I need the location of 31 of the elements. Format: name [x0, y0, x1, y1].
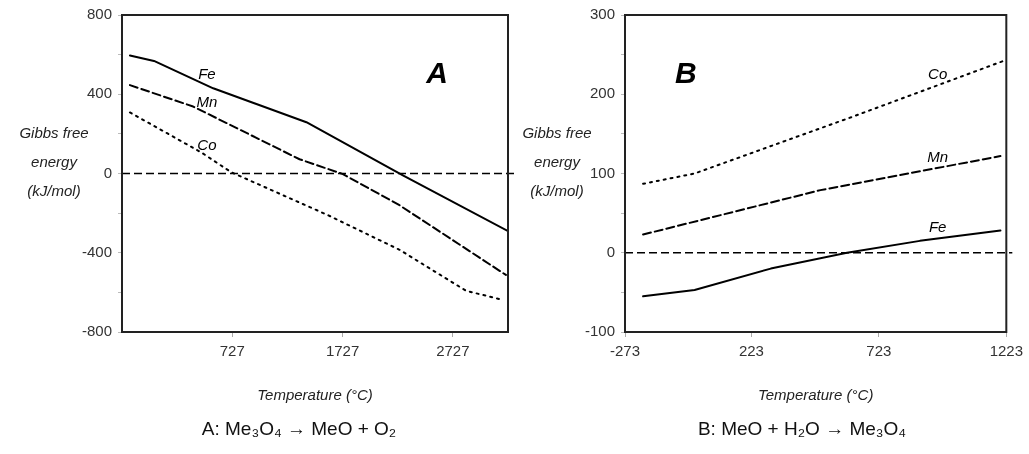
x-tick-label: -273	[609, 342, 641, 360]
x-tick-label: 2727	[436, 342, 470, 360]
text: A: Me₃O₄ → MeO + O₂	[200, 418, 398, 440]
y-tick-label: -800	[81, 322, 112, 340]
annotation: A	[425, 56, 448, 90]
series-label: Mn	[196, 93, 218, 111]
series-label: Fe	[198, 65, 216, 83]
y-tick-label: 200	[589, 84, 615, 102]
y-tick-label: 100	[589, 163, 615, 181]
y-tick-label: 800	[86, 5, 112, 23]
y-axis-title: Gibbs free energy (kJ/mol)	[522, 124, 592, 199]
series-label: Fe	[928, 218, 947, 236]
x-tick-label: 1223	[989, 342, 1023, 360]
y-tick-label: 0	[103, 163, 112, 181]
series-label: Mn	[927, 147, 949, 165]
y-tick-label: -100	[584, 322, 615, 340]
series-label: Co	[197, 135, 217, 153]
y-axis-title: Gibbs free energy (kJ/mol)	[18, 123, 90, 201]
x-axis-title: Temperature (°C)	[757, 386, 874, 404]
x-tick-label: 727	[219, 342, 245, 360]
text: B: MeO + H₂O → Me₃O₄	[696, 418, 908, 440]
x-tick-label: 1727	[325, 342, 360, 360]
x-axis-title: Temperature (°C)	[257, 386, 373, 404]
y-tick-label: -400	[81, 242, 112, 260]
x-tick-label: 723	[866, 342, 892, 360]
series-label: Co	[928, 64, 948, 82]
x-tick-label: 223	[738, 342, 764, 360]
y-tick-label: 400	[86, 84, 112, 102]
y-tick-label: 0	[606, 242, 615, 260]
annotation: B	[675, 56, 697, 90]
y-tick-label: 300	[589, 5, 615, 23]
